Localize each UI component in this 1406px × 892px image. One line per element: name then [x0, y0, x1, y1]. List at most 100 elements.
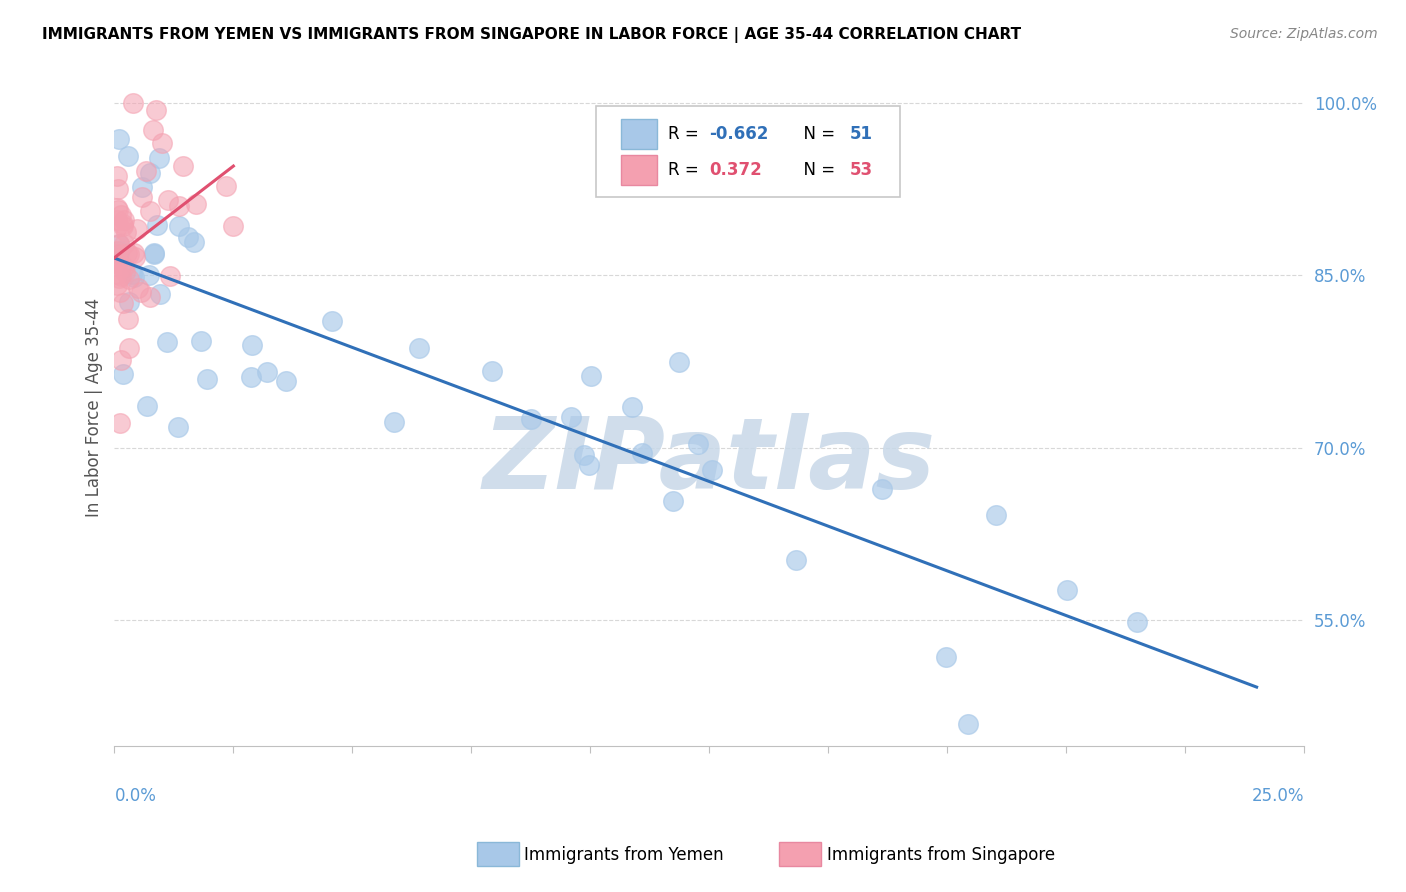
- Point: [112, 219, 135, 234]
- Point: [108, 244, 131, 258]
- Point: [112, 236, 135, 251]
- Point: [872, 482, 894, 496]
- Point: [105, 244, 128, 259]
- Point: [183, 235, 205, 249]
- Text: IMMIGRANTS FROM YEMEN VS IMMIGRANTS FROM SINGAPORE IN LABOR FORCE | AGE 35-44 CO: IMMIGRANTS FROM YEMEN VS IMMIGRANTS FROM…: [42, 27, 1021, 43]
- Text: Source: ZipAtlas.com: Source: ZipAtlas.com: [1230, 27, 1378, 41]
- Point: [105, 277, 128, 292]
- Point: [105, 213, 128, 227]
- Point: [578, 458, 600, 472]
- Point: [1126, 615, 1149, 629]
- Point: [408, 341, 430, 355]
- Point: [481, 364, 503, 378]
- Text: 0.0%: 0.0%: [114, 787, 156, 805]
- Point: [215, 178, 238, 193]
- Text: R =: R =: [668, 125, 703, 144]
- Point: [121, 267, 143, 281]
- Point: [108, 237, 131, 252]
- Point: [117, 149, 139, 163]
- Text: 0.372: 0.372: [709, 161, 762, 179]
- Point: [115, 225, 138, 239]
- Point: [520, 412, 543, 426]
- Point: [156, 334, 179, 349]
- Point: [240, 338, 263, 352]
- Point: [240, 370, 263, 384]
- Point: [139, 204, 162, 219]
- FancyBboxPatch shape: [621, 155, 657, 186]
- Point: [110, 208, 132, 222]
- Point: [122, 95, 145, 110]
- Point: [118, 341, 141, 355]
- Point: [139, 290, 162, 304]
- Point: [256, 365, 278, 379]
- Point: [105, 201, 128, 215]
- Point: [114, 265, 136, 279]
- Point: [579, 369, 602, 384]
- Point: [118, 294, 141, 309]
- Point: [122, 246, 145, 260]
- Point: [184, 197, 207, 211]
- Point: [274, 374, 297, 388]
- Point: [1056, 582, 1078, 597]
- Point: [118, 272, 141, 286]
- Point: [984, 508, 1007, 523]
- Point: [157, 194, 180, 208]
- Text: ZIPatlas: ZIPatlas: [482, 413, 936, 510]
- Point: [108, 285, 131, 300]
- Point: [105, 169, 128, 183]
- Point: [956, 717, 979, 731]
- Text: 51: 51: [849, 125, 873, 144]
- Point: [662, 493, 685, 508]
- Point: [107, 202, 129, 217]
- Point: [107, 182, 129, 196]
- FancyBboxPatch shape: [621, 120, 657, 149]
- Point: [321, 314, 343, 328]
- Point: [118, 246, 141, 260]
- Point: [700, 463, 723, 477]
- Point: [131, 180, 153, 194]
- Point: [105, 255, 128, 269]
- Point: [111, 368, 134, 382]
- Point: [105, 220, 128, 235]
- Y-axis label: In Labor Force | Age 35-44: In Labor Force | Age 35-44: [86, 298, 103, 517]
- Point: [621, 400, 644, 414]
- Point: [111, 217, 134, 231]
- Point: [105, 246, 128, 260]
- Point: [148, 151, 170, 165]
- Text: -0.662: -0.662: [709, 125, 769, 144]
- Point: [177, 229, 200, 244]
- Point: [560, 409, 582, 424]
- FancyBboxPatch shape: [596, 106, 900, 197]
- Point: [172, 159, 194, 173]
- Point: [110, 268, 132, 283]
- Point: [107, 271, 129, 285]
- Point: [122, 270, 145, 285]
- Text: Immigrants from Singapore: Immigrants from Singapore: [827, 846, 1054, 863]
- Point: [145, 103, 167, 117]
- Point: [169, 219, 191, 234]
- Point: [131, 190, 153, 204]
- Point: [150, 136, 173, 151]
- Point: [124, 250, 146, 264]
- Text: 53: 53: [849, 161, 873, 179]
- Point: [935, 650, 957, 665]
- Point: [382, 415, 405, 429]
- Point: [108, 132, 131, 146]
- Point: [145, 218, 167, 232]
- Point: [108, 247, 131, 261]
- Text: N =: N =: [793, 161, 839, 179]
- Point: [115, 245, 138, 260]
- Point: [142, 123, 165, 137]
- Point: [166, 419, 188, 434]
- Text: R =: R =: [668, 161, 703, 179]
- Point: [135, 164, 157, 178]
- Point: [125, 222, 148, 236]
- Point: [222, 219, 245, 233]
- Text: N =: N =: [793, 125, 839, 144]
- Point: [668, 354, 690, 368]
- Point: [128, 281, 150, 295]
- Point: [149, 287, 172, 301]
- Point: [110, 416, 132, 430]
- Point: [630, 446, 652, 460]
- Point: [105, 252, 128, 266]
